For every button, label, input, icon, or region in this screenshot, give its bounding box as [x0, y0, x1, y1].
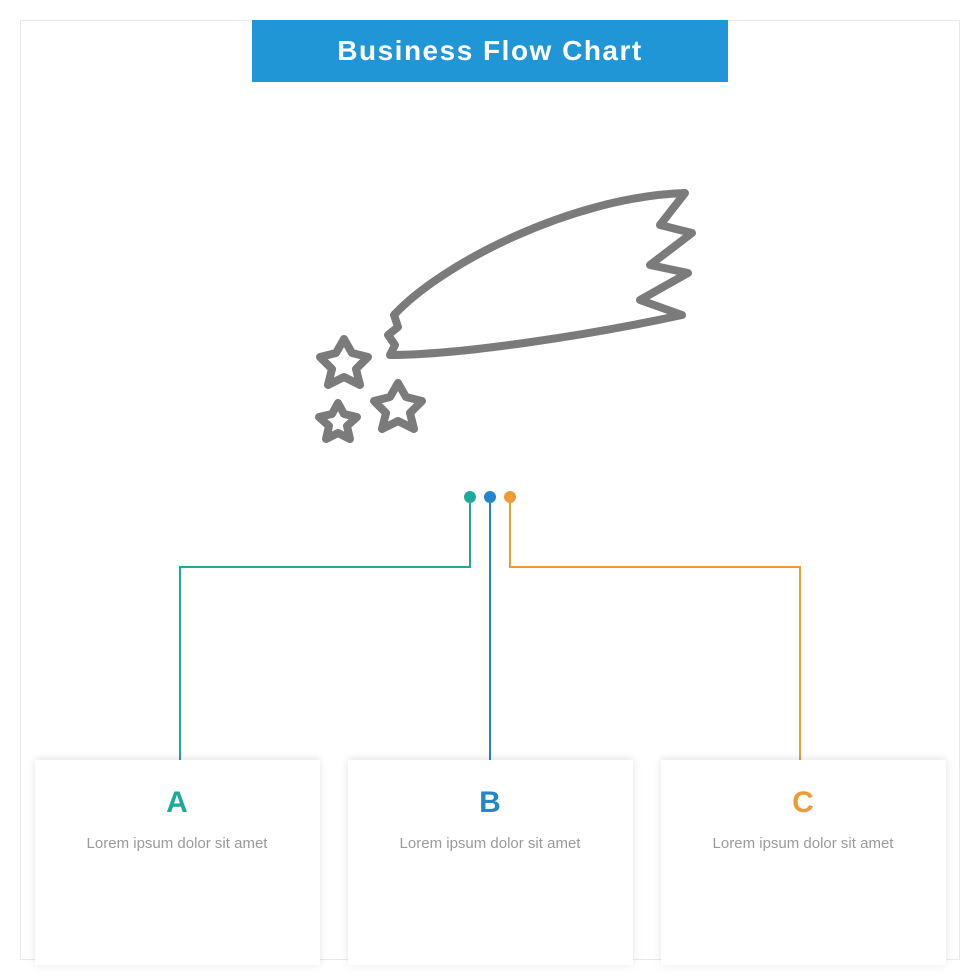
connector-dot-B [484, 491, 496, 503]
card-letter-B: B [348, 786, 633, 820]
connector-dot-A [464, 491, 476, 503]
card-B: B Lorem ipsum dolor sit amet [348, 760, 633, 965]
card-row: A Lorem ipsum dolor sit amet B Lorem ipsum … [20, 760, 960, 965]
card-body-A: Lorem ipsum dolor sit amet [35, 834, 320, 854]
card-letter-A: A [35, 786, 320, 820]
card-body-C: Lorem ipsum dolor sit amet [661, 834, 946, 854]
card-C: C Lorem ipsum dolor sit amet [661, 760, 946, 965]
card-body-B: Lorem ipsum dolor sit amet [348, 834, 633, 854]
connector-C [510, 503, 800, 785]
card-A: A Lorem ipsum dolor sit amet [35, 760, 320, 965]
connector-A [180, 503, 470, 785]
card-letter-C: C [661, 786, 946, 820]
connector-lines [20, 485, 960, 785]
title-banner: Business Flow Chart [252, 20, 728, 82]
connector-dot-C [504, 491, 516, 503]
title-text: Business Flow Chart [337, 35, 642, 66]
shooting-star-icon [290, 175, 710, 445]
